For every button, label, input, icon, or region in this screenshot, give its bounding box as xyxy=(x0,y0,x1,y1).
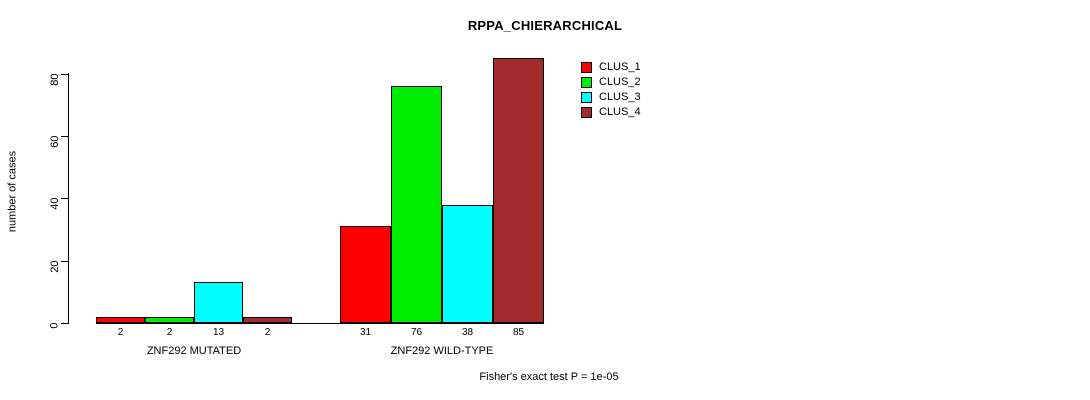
legend-item-label: CLUS_4 xyxy=(599,106,641,118)
legend: CLUS_1 CLUS_2 CLUS_3 CLUS_4 xyxy=(581,60,641,120)
y-axis-tick-label-text: 40 xyxy=(48,197,61,211)
bar-value-label: 38 xyxy=(461,327,474,338)
bar-value-label: 85 xyxy=(512,327,525,338)
y-axis-tick-label-text: 20 xyxy=(48,260,61,273)
bar-value-label: 76 xyxy=(410,327,423,338)
statistical-test-annotation: Fisher's exact test P = 1e-05 xyxy=(0,371,1090,383)
legend-item-label: CLUS_3 xyxy=(599,91,641,103)
legend-item: CLUS_4 xyxy=(581,105,641,120)
bar-value-label: 2 xyxy=(166,327,173,338)
bar-value-label: 31 xyxy=(359,327,372,338)
bar-value-label: 13 xyxy=(212,327,225,338)
bar xyxy=(96,316,145,323)
y-axis-tick xyxy=(61,73,68,75)
y-axis-tick-label: 60 xyxy=(33,130,61,147)
x-axis-baseline xyxy=(96,323,544,324)
y-axis-tick-label-text: 80 xyxy=(48,73,61,86)
y-axis-line xyxy=(68,73,69,324)
legend-color-swatch xyxy=(581,107,592,118)
y-axis-tick-label: 80 xyxy=(33,68,61,85)
y-axis-tick-label: 0 xyxy=(33,317,61,329)
y-axis-tick-label-text: 60 xyxy=(48,135,61,148)
y-axis-tick-label-text: 0 xyxy=(48,322,61,329)
y-axis-tick xyxy=(61,135,68,137)
legend-color-swatch xyxy=(581,92,592,103)
y-axis-tick-label: 20 xyxy=(33,255,61,272)
y-axis-tick-label: 40 xyxy=(33,192,61,210)
legend-item-label: CLUS_2 xyxy=(599,76,641,88)
chart-title-text: RPPA_CHIERARCHICAL xyxy=(467,18,623,33)
legend-color-swatch xyxy=(581,77,592,88)
chart-title: RPPA_CHIERARCHICAL xyxy=(0,18,1090,33)
group-label: ZNF292 WILD-TYPE xyxy=(390,345,494,357)
y-axis-tick xyxy=(61,260,68,262)
legend-item: CLUS_1 xyxy=(581,60,641,75)
y-axis-tick xyxy=(61,323,68,324)
legend-item: CLUS_3 xyxy=(581,90,641,105)
y-axis-tick xyxy=(61,198,68,200)
legend-color-swatch xyxy=(581,62,592,73)
y-axis-label: number of cases xyxy=(6,150,19,233)
bar xyxy=(145,316,194,323)
bar xyxy=(340,226,391,323)
bar-value-label: 2 xyxy=(117,327,124,338)
bar-value-label: 2 xyxy=(264,327,271,338)
bar xyxy=(391,86,442,323)
group-label: ZNF292 MUTATED xyxy=(146,345,242,357)
footnote-text: Fisher's exact test P = 1e-05 xyxy=(479,371,619,383)
bar xyxy=(442,204,493,323)
legend-item: CLUS_2 xyxy=(581,75,641,90)
legend-item-label: CLUS_1 xyxy=(599,61,641,73)
bar xyxy=(493,57,544,323)
bar xyxy=(194,282,243,323)
bar xyxy=(243,316,292,323)
